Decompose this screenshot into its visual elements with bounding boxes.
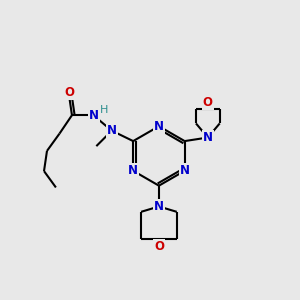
Text: N: N [89,109,99,122]
Text: N: N [154,200,164,213]
Text: N: N [128,164,138,177]
Text: O: O [154,239,164,253]
Text: N: N [107,124,117,137]
Text: O: O [64,86,75,99]
Text: N: N [154,120,164,133]
Text: O: O [203,96,213,109]
Text: N: N [203,131,213,144]
Text: N: N [180,164,190,177]
Text: H: H [100,105,108,115]
